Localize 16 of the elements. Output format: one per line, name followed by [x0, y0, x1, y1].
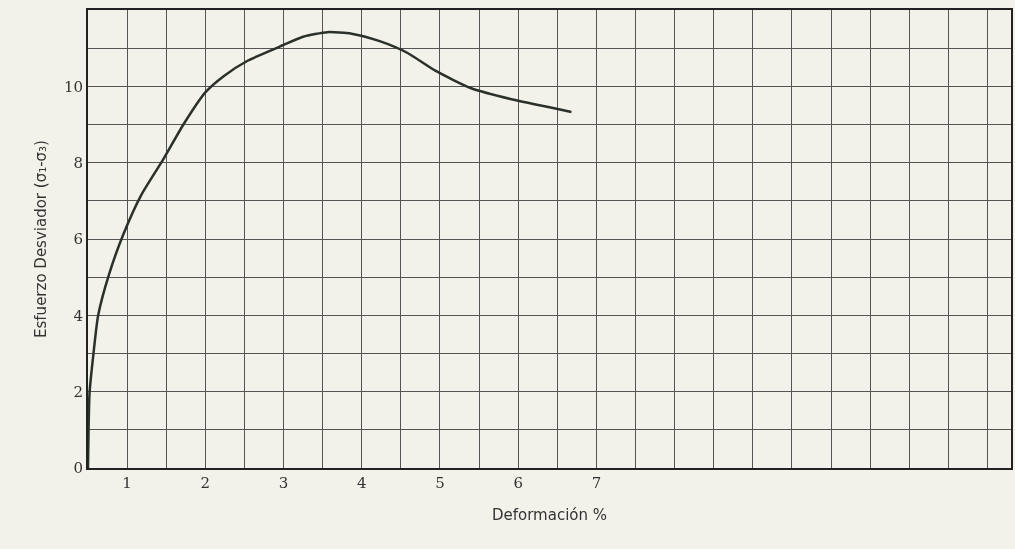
y-tick-label: 8	[73, 153, 83, 172]
x-tick-label: 7	[591, 474, 602, 492]
line-series	[88, 30, 573, 468]
y-tick-label: 10	[63, 77, 83, 96]
x-tick-label: 6	[513, 474, 523, 492]
y-axis-title: Esfuerzo Desviador (σ₁-σ₃)	[31, 140, 50, 338]
y-tick-label: 6	[73, 230, 83, 249]
x-tick-label: 3	[278, 474, 289, 492]
y-tick-label: 0	[73, 459, 83, 478]
x-tick-label: 2	[200, 474, 211, 492]
x-tick-label: 4	[357, 474, 367, 492]
x-tick-label: 1	[122, 474, 132, 492]
x-tick-label: 5	[435, 474, 445, 492]
y-tick-label: 2	[73, 382, 83, 401]
y-tick-label: 4	[73, 306, 83, 325]
x-axis-title: Deformación %	[491, 505, 608, 524]
